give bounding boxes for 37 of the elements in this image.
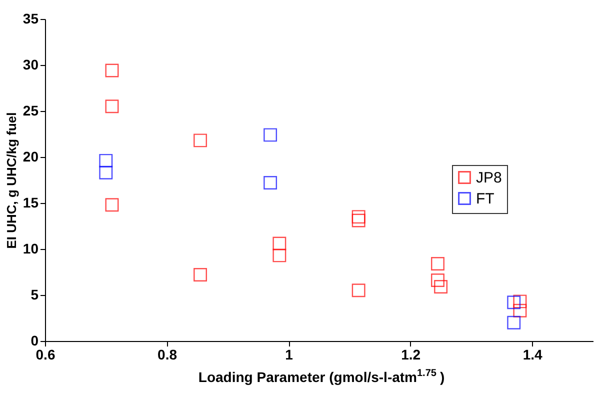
legend-label: FT [476,190,494,208]
point [105,64,119,78]
point [507,316,521,330]
point [99,154,113,168]
point [99,166,113,180]
point [272,236,286,250]
x-tick-label: 0.6 [36,346,56,362]
point [105,100,119,114]
y-tick-label: 35 [22,10,39,26]
x-tick-label: 1.2 [401,346,421,362]
x-tick-label: 0.8 [158,346,178,362]
point [513,304,527,318]
point [272,248,286,262]
legend-label: JP8 [476,170,502,186]
point [352,284,366,298]
y-tick-label: 10 [22,240,39,256]
point [507,296,521,310]
point [352,210,366,224]
point [194,268,207,282]
point [352,214,366,228]
x-tick-label: 1 [285,346,294,362]
y-tick-label: 15 [22,194,39,210]
point [264,128,278,142]
x-tick-label: 1.4 [522,346,543,362]
point [513,294,527,308]
y-axis-title: EI UHC, g UHC/kg fuel [4,112,19,249]
y-tick-label: 5 [30,286,39,302]
point [434,280,448,294]
y-tick-label: 0 [30,332,39,348]
point [194,134,207,148]
y-tick-label: 20 [22,148,39,164]
point [431,274,444,288]
point [264,176,278,190]
y-tick-label: 30 [22,56,39,72]
y-tick-label: 25 [22,102,39,118]
point [431,256,444,270]
point [105,198,119,212]
